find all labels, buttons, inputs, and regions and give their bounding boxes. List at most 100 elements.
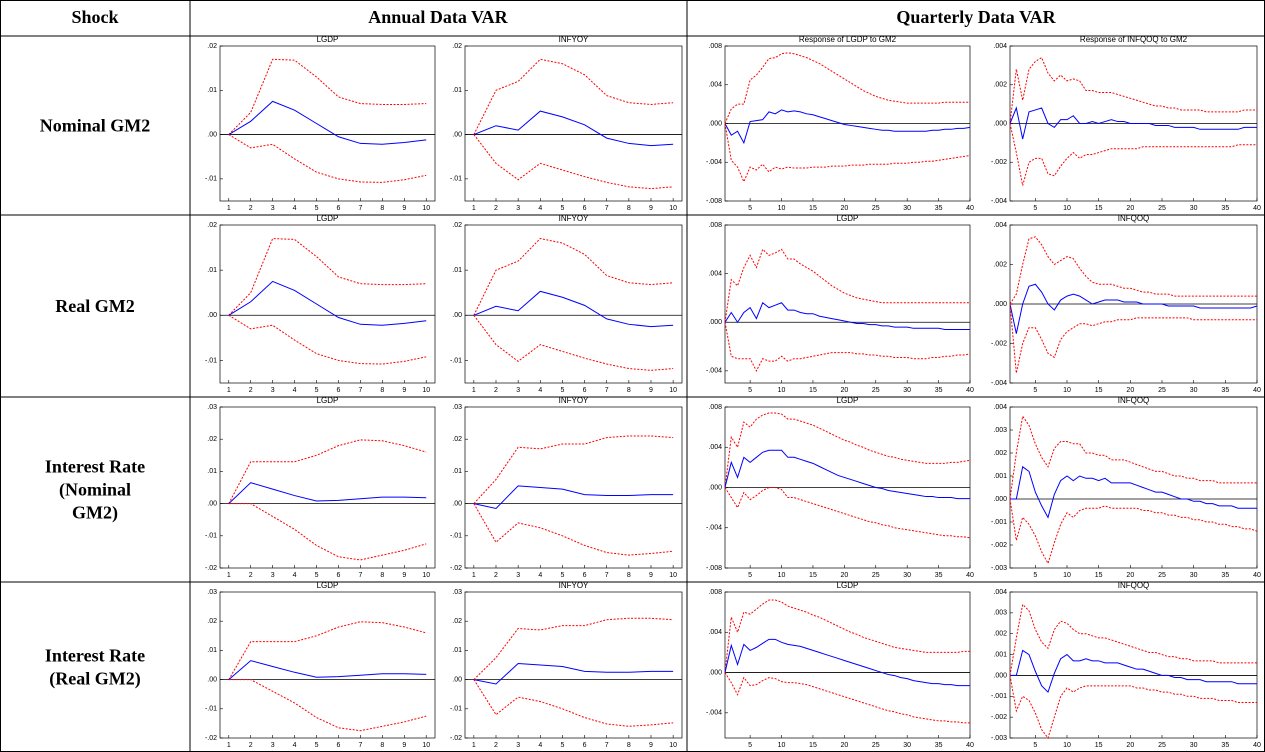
- x-tick-label: 20: [840, 205, 848, 212]
- x-tick-label: 35: [1221, 205, 1229, 212]
- x-tick-label: 10: [1063, 572, 1071, 579]
- series-line: [1009, 283, 1258, 334]
- series-line: [473, 485, 674, 509]
- x-tick-label: 9: [402, 742, 406, 749]
- series-line: [1009, 414, 1257, 500]
- chart: LGDP .008 .004 .000 -.004 5 10 15 20 25 30 35 40: [706, 214, 974, 394]
- x-tick-label: 1: [472, 742, 476, 749]
- x-tick-label: 10: [669, 205, 677, 212]
- x-tick-label: 35: [1221, 742, 1229, 749]
- x-tick-label: 2: [494, 742, 498, 749]
- y-tick-label: -.002: [991, 340, 1007, 347]
- x-tick-label: 2: [249, 742, 253, 749]
- x-tick-label: 5: [1033, 572, 1037, 579]
- y-tick-label: .002: [993, 261, 1007, 268]
- x-tick-label: 40: [966, 572, 974, 579]
- plot-frame: [219, 406, 436, 569]
- chart: INFQOQ .004 .003 .002 .001 .000 -.001 -.002 -.00…: [991, 396, 1261, 579]
- chart-title: LGDP: [317, 581, 339, 590]
- x-tick-label: 8: [380, 742, 384, 749]
- x-tick-label: 20: [1126, 387, 1134, 394]
- x-tick-label: 4: [538, 742, 542, 749]
- x-tick-label: 10: [422, 387, 430, 394]
- series-line: [724, 412, 971, 488]
- x-tick-label: 25: [872, 387, 880, 394]
- row-label: Interest Rate: [45, 646, 145, 666]
- x-tick-label: 10: [778, 205, 786, 212]
- x-tick-label: 3: [271, 572, 275, 579]
- x-tick-label: 5: [560, 572, 564, 579]
- x-tick-label: 9: [649, 205, 653, 212]
- x-tick-label: 10: [1063, 742, 1071, 749]
- y-tick-label: .00: [452, 131, 462, 138]
- x-tick-label: 35: [935, 572, 943, 579]
- x-tick-label: 3: [271, 742, 275, 749]
- series-line: [473, 435, 674, 504]
- x-tick-label: 10: [422, 742, 430, 749]
- y-tick-label: .004: [708, 629, 722, 636]
- x-tick-label: 1: [472, 387, 476, 394]
- chart-title: INFQOQ: [1118, 214, 1150, 223]
- y-tick-label: -.004: [706, 159, 722, 166]
- y-tick-label: .002: [993, 631, 1007, 638]
- row-label: GM2): [72, 503, 118, 524]
- x-tick-label: 6: [583, 572, 587, 579]
- x-tick-label: 3: [516, 205, 520, 212]
- series-line: [228, 621, 427, 680]
- row-label: (Real GM2): [49, 669, 140, 690]
- x-tick-label: 5: [748, 742, 752, 749]
- chart-title: INFQOQ: [1118, 581, 1150, 590]
- series-line: [228, 503, 427, 561]
- chart-title: LGDP: [837, 581, 859, 590]
- series-line: [724, 109, 971, 145]
- y-tick-label: .004: [993, 43, 1007, 50]
- row-label: Nominal GM2: [40, 116, 151, 136]
- y-tick-label: -.001: [991, 693, 1007, 700]
- x-tick-label: 30: [1190, 742, 1198, 749]
- x-tick-label: 2: [249, 572, 253, 579]
- x-tick-label: 30: [903, 387, 911, 394]
- y-tick-label: .004: [708, 444, 722, 451]
- series-line: [724, 449, 970, 500]
- x-tick-label: 6: [337, 742, 341, 749]
- x-tick-label: 1: [472, 572, 476, 579]
- series-line: [1009, 106, 1257, 140]
- x-tick-label: 20: [840, 572, 848, 579]
- series-line: [724, 248, 970, 323]
- x-tick-label: 20: [1126, 205, 1134, 212]
- series-line: [1009, 56, 1257, 124]
- x-tick-label: 6: [337, 572, 341, 579]
- x-tick-label: 25: [872, 742, 880, 749]
- y-tick-label: .03: [207, 589, 217, 596]
- x-tick-label: 4: [538, 387, 542, 394]
- series-line: [1009, 498, 1258, 565]
- x-tick-label: 3: [271, 205, 275, 212]
- y-tick-label: .003: [993, 427, 1007, 434]
- x-tick-label: 10: [422, 572, 430, 579]
- x-tick-label: 15: [1095, 742, 1103, 749]
- x-tick-label: 15: [809, 205, 817, 212]
- x-tick-label: 40: [1253, 387, 1261, 394]
- x-tick-label: 35: [935, 205, 943, 212]
- series-line: [473, 617, 674, 680]
- x-tick-label: 20: [840, 387, 848, 394]
- x-tick-label: 4: [293, 572, 297, 579]
- series-line: [473, 110, 674, 147]
- chart-title: LGDP: [837, 396, 859, 405]
- x-tick-label: 20: [840, 742, 848, 749]
- x-tick-label: 7: [605, 742, 609, 749]
- x-tick-label: 15: [809, 742, 817, 749]
- series-line: [228, 58, 427, 135]
- series-line: [473, 58, 674, 135]
- x-tick-label: 4: [538, 205, 542, 212]
- x-tick-label: 10: [422, 205, 430, 212]
- chart-title: INFQOQ: [1118, 396, 1150, 405]
- x-tick-label: 40: [966, 387, 974, 394]
- y-tick-label: .002: [993, 82, 1007, 89]
- x-tick-label: 15: [1095, 387, 1103, 394]
- series-line: [724, 599, 970, 673]
- x-tick-label: 5: [560, 742, 564, 749]
- plot-frame: [464, 406, 683, 569]
- x-tick-label: 35: [935, 387, 943, 394]
